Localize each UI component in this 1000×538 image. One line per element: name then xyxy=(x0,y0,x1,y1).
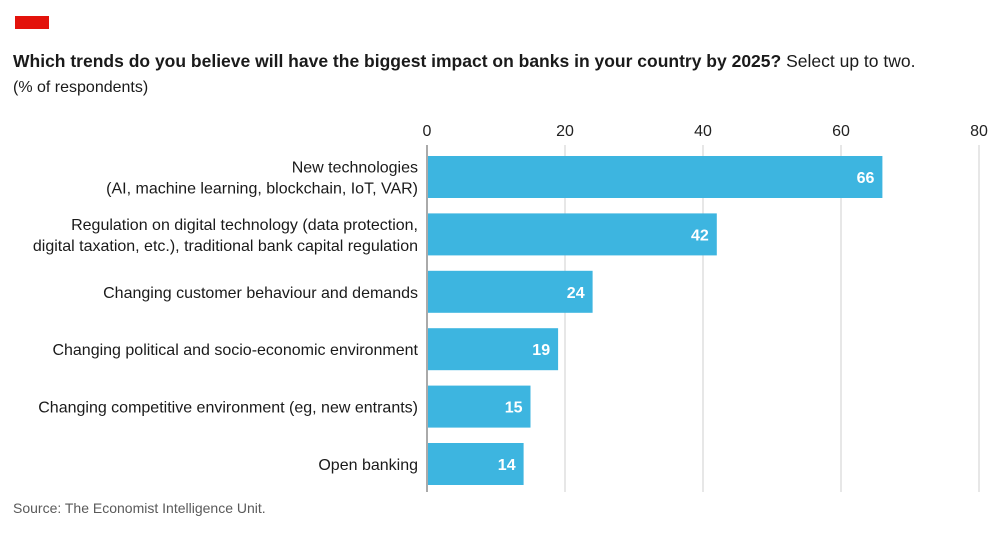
bar-value-label: 24 xyxy=(567,285,585,302)
bar-value-label: 19 xyxy=(532,342,550,359)
chart-title-instruction: Select up to two. xyxy=(781,51,916,71)
bar-value-label: 42 xyxy=(691,227,709,244)
bar xyxy=(428,328,559,371)
category-label: (AI, machine learning, blockchain, IoT, … xyxy=(106,181,418,198)
category-label: New technologies xyxy=(292,160,418,177)
bar-value-label: 14 xyxy=(498,457,516,474)
category-label: Regulation on digital technology (data p… xyxy=(71,217,418,234)
bar-value-label: 66 xyxy=(857,170,875,187)
bar xyxy=(428,270,593,313)
x-tick-label: 80 xyxy=(970,123,988,140)
bars-layer xyxy=(428,156,883,485)
bar xyxy=(428,443,524,485)
category-label: Changing political and socio-economic en… xyxy=(52,342,418,359)
chart-title: Which trends do you believe will have th… xyxy=(13,50,915,72)
accent-tag xyxy=(15,16,49,29)
chart-subtitle: (% of respondents) xyxy=(13,79,149,96)
x-tick-label: 40 xyxy=(694,123,712,140)
source-note: Source: The Economist Intelligence Unit. xyxy=(13,500,266,516)
bar xyxy=(428,156,883,198)
chart-title-question: Which trends do you believe will have th… xyxy=(13,51,782,71)
category-label: digital taxation, etc.), traditional ban… xyxy=(33,238,418,255)
category-label: Open banking xyxy=(318,457,418,474)
grid-layer xyxy=(426,145,980,492)
x-tick-label: 60 xyxy=(832,123,850,140)
category-label: Changing competitive environment (eg, ne… xyxy=(38,400,418,417)
bar-value-label: 15 xyxy=(505,400,523,417)
category-label: Changing customer behaviour and demands xyxy=(103,285,418,302)
bar xyxy=(428,213,717,256)
bar xyxy=(428,385,531,428)
labels-layer: 0 20 40 60 80 66 New technologies (AI, machine … xyxy=(33,123,988,474)
x-tick-label: 20 xyxy=(556,123,574,140)
x-tick-label: 0 xyxy=(423,123,432,140)
